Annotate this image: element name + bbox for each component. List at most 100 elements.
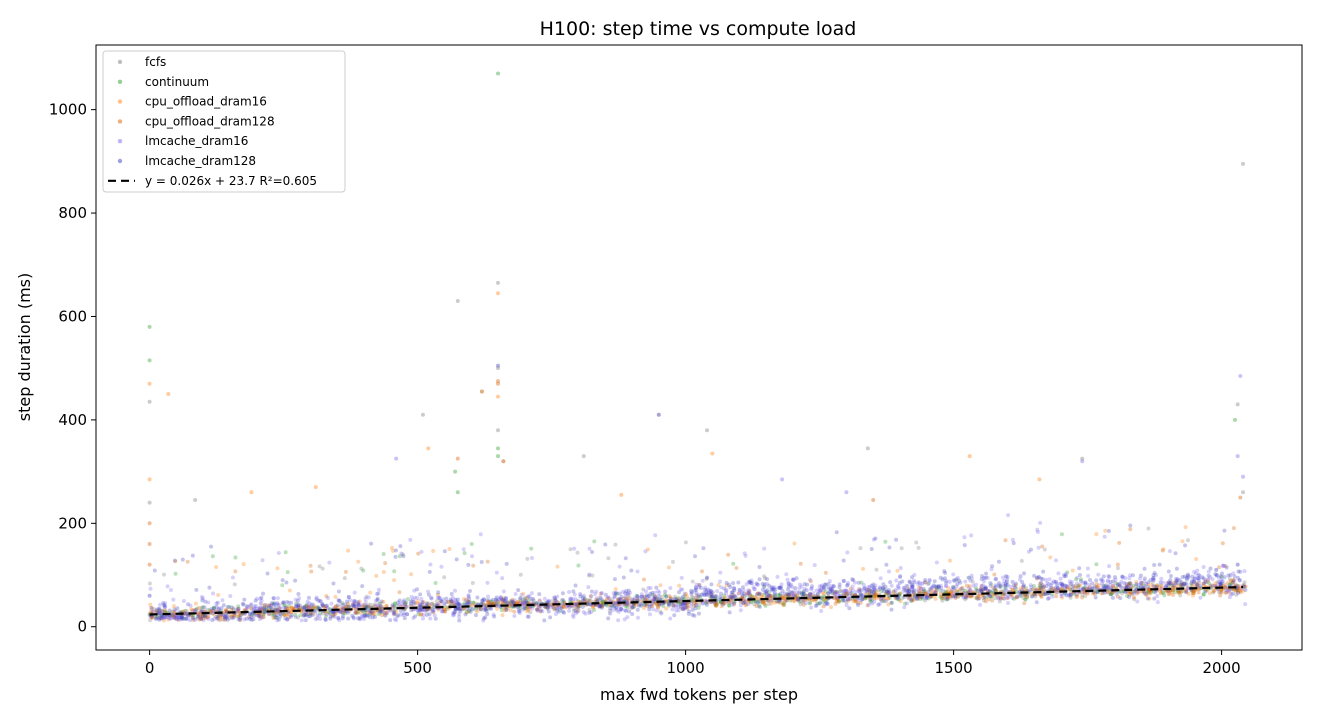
data-point [1083, 582, 1088, 587]
data-point [1144, 589, 1149, 594]
data-point [1047, 577, 1052, 582]
data-point [561, 604, 566, 609]
data-point [464, 610, 469, 615]
data-point [286, 612, 291, 617]
data-point [262, 608, 267, 613]
data-point [874, 593, 879, 598]
data-point [511, 600, 516, 605]
data-point [582, 597, 587, 602]
data-point [1093, 591, 1098, 596]
data-point [967, 454, 972, 459]
legend-label: y = 0.026x + 23.7 R²=0.605 [145, 174, 317, 188]
data-point [647, 607, 652, 612]
data-point [538, 608, 543, 613]
data-point [180, 616, 185, 621]
data-point [1191, 590, 1196, 595]
x-tick-label: 1000 [667, 659, 705, 677]
data-point [658, 583, 663, 588]
data-point [275, 566, 280, 571]
data-point [1166, 569, 1171, 574]
data-point [1082, 585, 1087, 590]
data-point [592, 539, 597, 544]
data-point [865, 588, 870, 593]
data-point [431, 610, 436, 615]
data-point [801, 593, 806, 598]
data-point [281, 611, 286, 616]
data-point [900, 579, 905, 584]
data-point [350, 601, 355, 606]
data-point [672, 613, 677, 618]
data-point [228, 593, 233, 598]
data-point [336, 616, 341, 621]
data-point [1167, 549, 1172, 554]
data-point [1059, 532, 1064, 537]
data-point [984, 571, 989, 576]
data-point [774, 599, 779, 604]
data-point [1201, 592, 1206, 597]
data-point [571, 597, 576, 602]
data-point [1022, 601, 1027, 606]
data-point [1144, 593, 1149, 598]
data-point [529, 591, 534, 596]
data-point [1159, 584, 1164, 589]
data-point [193, 601, 198, 606]
data-point [696, 605, 701, 610]
data-point [950, 590, 955, 595]
data-point [993, 588, 998, 593]
data-point [1157, 562, 1162, 567]
data-point [1167, 591, 1172, 596]
data-point [261, 591, 266, 596]
data-point [370, 615, 375, 620]
data-point [550, 599, 555, 604]
data-point [837, 582, 842, 587]
data-point [752, 602, 757, 607]
data-point [1235, 588, 1240, 593]
data-point [1236, 590, 1241, 595]
data-point [656, 412, 661, 417]
data-point [700, 569, 704, 574]
data-point [881, 599, 886, 604]
data-point [664, 599, 669, 604]
data-point [276, 550, 281, 555]
data-point [171, 597, 176, 602]
data-point [172, 558, 177, 563]
data-point [1023, 596, 1028, 601]
data-point [375, 591, 380, 596]
data-point [398, 544, 403, 549]
data-point [289, 610, 294, 615]
data-point [426, 601, 431, 606]
data-point [704, 600, 709, 605]
data-point [171, 613, 176, 618]
data-point [756, 597, 761, 602]
data-point [1225, 581, 1230, 586]
data-point [974, 586, 979, 591]
data-point [262, 609, 267, 614]
data-point [920, 596, 925, 601]
data-point [832, 591, 837, 596]
data-point [1198, 586, 1203, 591]
data-point [804, 588, 809, 593]
data-point [562, 610, 567, 615]
data-point [561, 599, 566, 604]
data-point [1082, 589, 1087, 594]
data-point [671, 603, 676, 608]
data-point [692, 613, 697, 618]
data-point [1127, 582, 1132, 587]
data-point [457, 618, 462, 623]
data-point [664, 594, 669, 599]
data-point [599, 597, 604, 602]
data-point [455, 456, 460, 461]
data-point [525, 609, 530, 614]
data-point [158, 612, 163, 617]
data-point [957, 587, 962, 592]
data-point [496, 280, 500, 285]
data-point [327, 607, 332, 612]
data-point [152, 568, 157, 573]
data-point [340, 605, 345, 610]
data-point [641, 602, 646, 607]
data-point [502, 599, 507, 604]
data-point [678, 601, 683, 606]
data-point [876, 602, 881, 607]
data-point [377, 601, 382, 606]
data-point [706, 587, 711, 592]
